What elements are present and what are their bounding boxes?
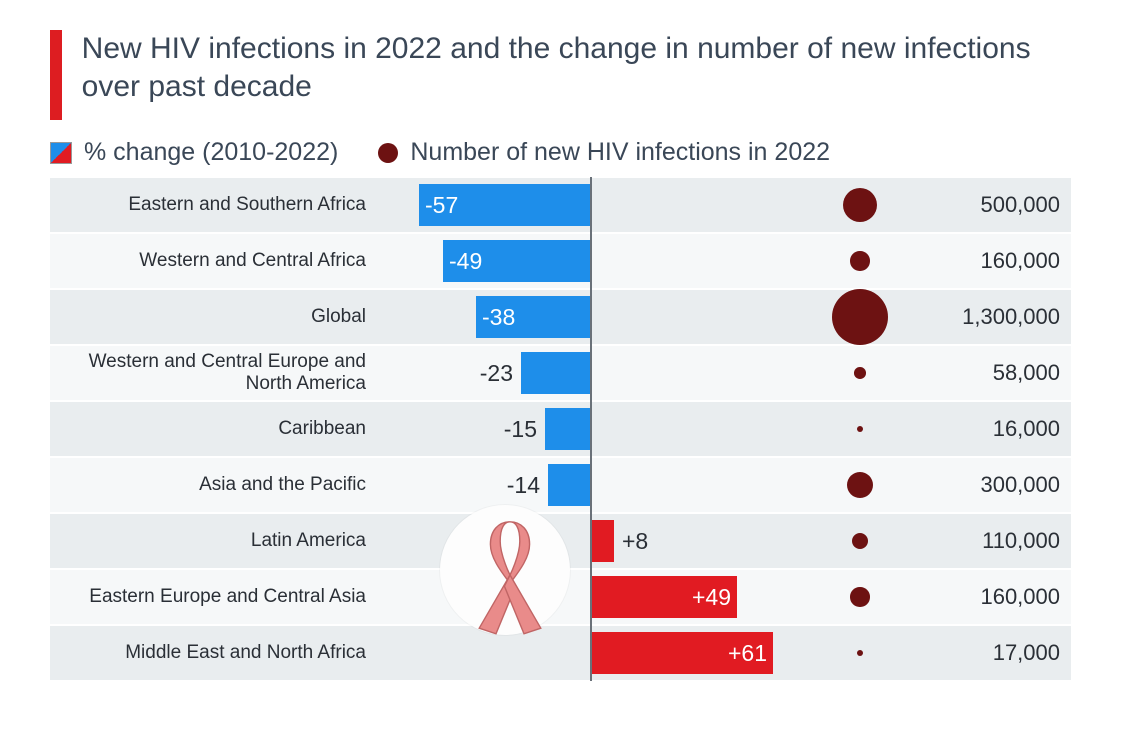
region-label: Western and Central Africa — [50, 250, 380, 272]
dot-cell — [800, 513, 920, 569]
title-accent-bar — [50, 30, 62, 120]
count-dot — [832, 289, 888, 345]
change-value: +8 — [614, 528, 648, 555]
change-value: -23 — [480, 360, 521, 387]
count-value: 500,000 — [920, 192, 1070, 218]
region-label: Middle East and North Africa — [50, 642, 380, 664]
change-bar: +61 — [590, 632, 773, 674]
change-value: +49 — [692, 584, 731, 611]
chart-row: Asia and the Pacific -14 300,000 — [50, 457, 1071, 513]
chart-row: Latin America +8 110,000 — [50, 513, 1071, 569]
zero-axis — [590, 177, 592, 681]
count-value: 58,000 — [920, 360, 1070, 386]
dot-cell — [800, 289, 920, 345]
chart-row: Eastern and Southern Africa -57 500,000 — [50, 177, 1071, 233]
count-value: 17,000 — [920, 640, 1070, 666]
dot-cell — [800, 569, 920, 625]
change-value: -15 — [504, 416, 545, 443]
count-dot — [857, 426, 863, 432]
change-value: +61 — [728, 640, 767, 667]
count-value: 160,000 — [920, 248, 1070, 274]
change-value: -38 — [482, 304, 515, 331]
legend-count-label: Number of new HIV infections in 2022 — [410, 138, 830, 167]
count-value: 16,000 — [920, 416, 1070, 442]
chart-row: Western and Central Europe and North Ame… — [50, 345, 1071, 401]
change-value: -57 — [425, 192, 458, 219]
count-dot — [854, 367, 866, 379]
change-bar: +49 — [590, 576, 737, 618]
region-label: Global — [50, 306, 380, 328]
dot-cell — [800, 233, 920, 289]
change-bar: -49 — [443, 240, 590, 282]
count-dot — [857, 650, 863, 656]
legend-change-label: % change (2010-2022) — [84, 138, 338, 167]
count-dot — [850, 251, 870, 271]
change-value: -49 — [449, 248, 482, 275]
change-value: -14 — [507, 472, 548, 499]
chart-row: Middle East and North Africa +61 17,000 — [50, 625, 1071, 681]
dot-cell — [800, 401, 920, 457]
legend: % change (2010-2022) Number of new HIV i… — [50, 138, 1071, 167]
chart-row: Caribbean -15 16,000 — [50, 401, 1071, 457]
dot-cell — [800, 345, 920, 401]
legend-dot-swatch — [378, 143, 398, 163]
chart-row: Eastern Europe and Central Asia +49 160,00… — [50, 569, 1071, 625]
change-bar: +8 — [590, 520, 614, 562]
region-label: Eastern Europe and Central Asia — [50, 586, 380, 608]
region-label: Latin America — [50, 530, 380, 552]
chart-row: Global -38 1,300,000 — [50, 289, 1071, 345]
legend-count: Number of new HIV infections in 2022 — [378, 138, 830, 167]
count-value: 300,000 — [920, 472, 1070, 498]
change-bar: -14 — [548, 464, 590, 506]
change-bar: -38 — [476, 296, 590, 338]
dot-cell — [800, 457, 920, 513]
change-bar: -57 — [419, 184, 590, 226]
chart-row: Western and Central Africa -49 160,000 — [50, 233, 1071, 289]
legend-change: % change (2010-2022) — [50, 138, 338, 167]
chart-title: New HIV infections in 2022 and the chang… — [82, 30, 1071, 105]
change-bar: -23 — [521, 352, 590, 394]
dot-cell — [800, 177, 920, 233]
count-value: 1,300,000 — [920, 304, 1070, 330]
region-label: Caribbean — [50, 418, 380, 440]
count-value: 110,000 — [920, 528, 1070, 554]
legend-bar-swatch — [50, 142, 72, 164]
count-dot — [850, 587, 870, 607]
region-label: Eastern and Southern Africa — [50, 194, 380, 216]
chart-area: Eastern and Southern Africa -57 500,000 Wes… — [50, 177, 1071, 681]
count-dot — [847, 472, 874, 499]
region-label: Asia and the Pacific — [50, 474, 380, 496]
change-bar: -15 — [545, 408, 590, 450]
region-label: Western and Central Europe and North Ame… — [50, 351, 380, 395]
title-block: New HIV infections in 2022 and the chang… — [50, 30, 1071, 120]
dot-cell — [800, 625, 920, 681]
count-dot — [852, 533, 868, 549]
count-value: 160,000 — [920, 584, 1070, 610]
count-dot — [843, 188, 878, 223]
